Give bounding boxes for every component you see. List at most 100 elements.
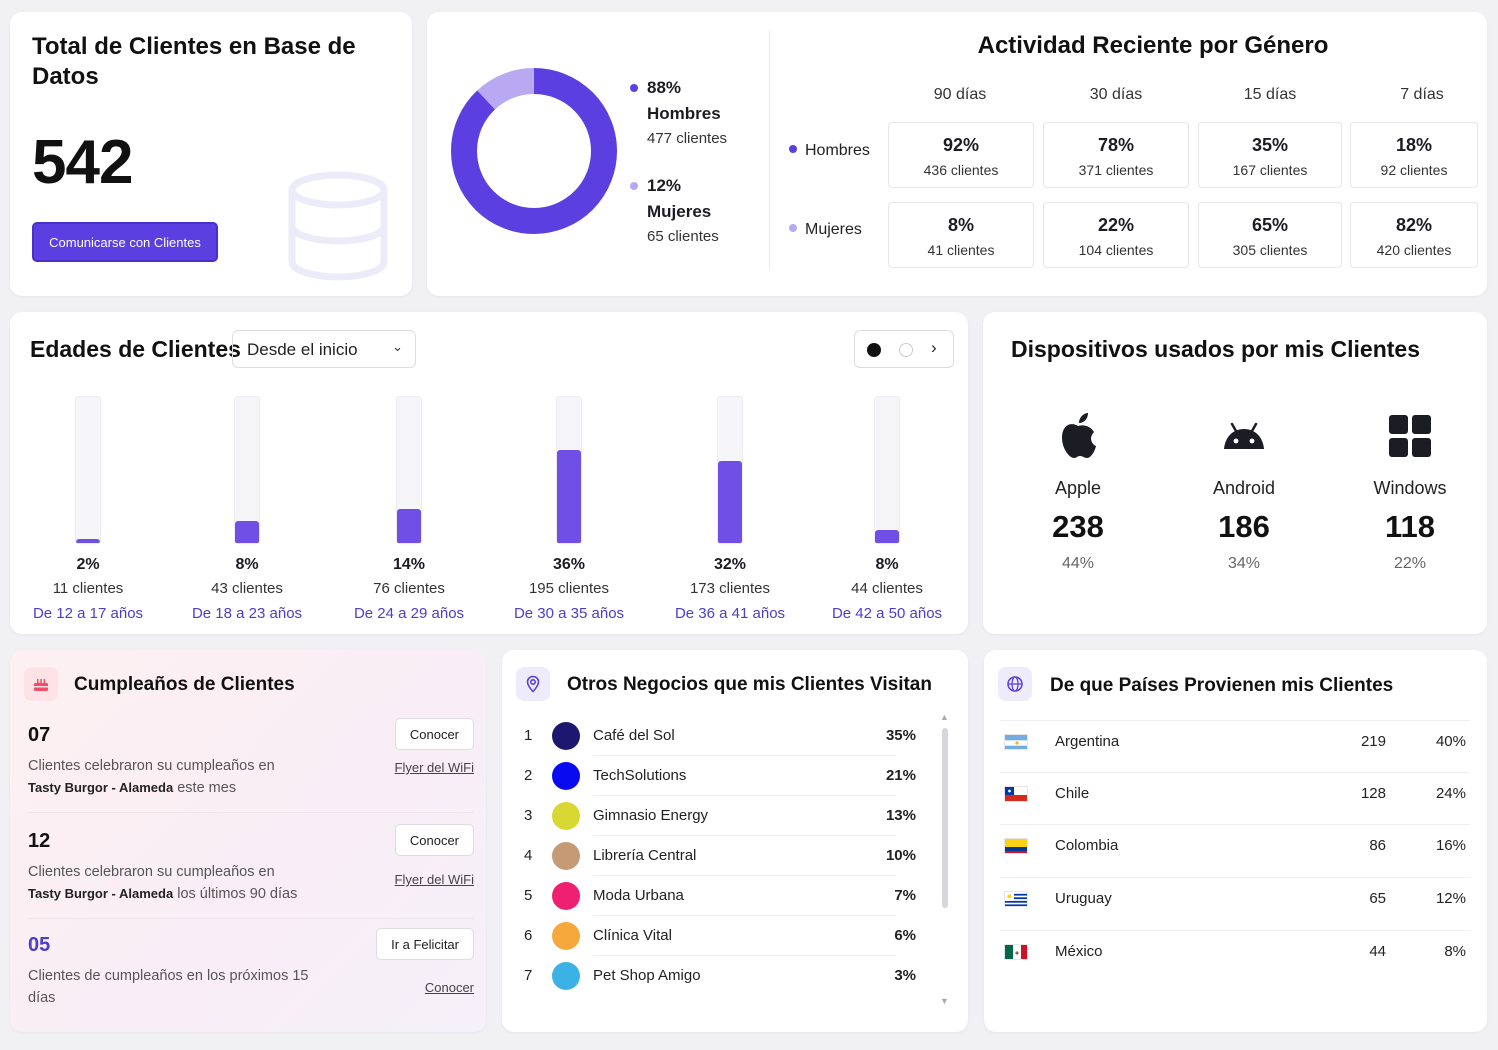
age-bar-fill bbox=[557, 449, 581, 543]
activity-cell-clients: 92 clientes bbox=[1380, 162, 1448, 178]
country-row[interactable]: Chile 128 24% bbox=[1000, 772, 1470, 824]
conocer-button[interactable]: Conocer bbox=[394, 824, 474, 856]
business-pct: 21% bbox=[885, 767, 916, 784]
age-pct: 14% bbox=[392, 556, 426, 573]
birthdays-card: Cumpleaños de Clientes 07 Clientes celeb… bbox=[10, 650, 486, 1032]
activity-title: Actividad Reciente por Género bbox=[977, 32, 1329, 59]
devices-title: Dispositivos usados por mis Clientes bbox=[1011, 336, 1420, 362]
legend-hombres: 88% Hombres 477 clientes bbox=[630, 78, 727, 147]
activity-cell-mujeres-15: 65% 305 clientes bbox=[1198, 202, 1342, 268]
period-30: 30 días bbox=[1089, 86, 1143, 103]
age-bar-track bbox=[874, 396, 900, 544]
ages-title: Edades de Clientes bbox=[30, 336, 241, 362]
flyer-wifi-link[interactable]: Flyer del WiFi bbox=[394, 760, 474, 775]
age-bar-track bbox=[396, 396, 422, 544]
conocer-link[interactable]: Conocer bbox=[424, 980, 474, 995]
activity-cell-pct: 22% bbox=[1097, 215, 1135, 235]
activity-cell-pct: 8% bbox=[947, 215, 974, 235]
country-row[interactable]: Argentina 219 40% bbox=[1000, 720, 1470, 772]
total-clients-count: 542 bbox=[32, 128, 133, 197]
business-row[interactable]: 3 Gimnasio Energy 13% bbox=[522, 796, 916, 836]
scroll-up-icon[interactable]: ▲ bbox=[940, 712, 949, 722]
conocer-button[interactable]: Conocer bbox=[394, 718, 474, 750]
country-name: México bbox=[1055, 943, 1103, 960]
business-rank: 5 bbox=[524, 887, 533, 904]
activity-cell-clients: 41 clientes bbox=[927, 242, 995, 258]
age-group-42-50: 8% 44 clientes De 42 a 50 años bbox=[812, 396, 962, 622]
age-range[interactable]: De 36 a 41 años bbox=[674, 605, 786, 622]
contact-clients-button[interactable]: Comunicarse con Clientes bbox=[32, 222, 218, 262]
database-icon bbox=[288, 171, 388, 281]
legend-name-hombres: Hombres bbox=[647, 104, 721, 123]
country-row[interactable]: México 44 8% bbox=[1000, 930, 1470, 982]
business-pct: 13% bbox=[885, 807, 916, 824]
activity-cell-clients: 104 clientes bbox=[1078, 242, 1154, 258]
country-pct: 16% bbox=[1435, 837, 1466, 854]
age-group-18-23: 8% 43 clientes De 18 a 23 años bbox=[172, 396, 322, 622]
scroll-down-icon[interactable]: ▼ bbox=[940, 996, 949, 1006]
business-row[interactable]: 2 TechSolutions 21% bbox=[522, 756, 916, 796]
pager-dot[interactable] bbox=[899, 343, 913, 357]
age-clients: 76 clientes bbox=[373, 580, 445, 597]
birthday-description: Clientes celebraron su cumpleaños en Tas… bbox=[28, 861, 328, 905]
divider bbox=[1000, 930, 1470, 931]
legend-mujeres: 12% Mujeres 65 clientes bbox=[630, 176, 719, 245]
countries-card: De que Países Provienen mis Clientes Arg… bbox=[984, 650, 1487, 1032]
felicitar-button[interactable]: Ir a Felicitar bbox=[376, 928, 474, 960]
flyer-wifi-link[interactable]: Flyer del WiFi bbox=[394, 872, 474, 887]
age-range[interactable]: De 12 a 17 años bbox=[32, 605, 144, 622]
legend-dot-mujeres bbox=[630, 182, 638, 190]
age-clients: 173 clientes bbox=[689, 580, 771, 597]
age-range[interactable]: De 24 a 29 años bbox=[353, 605, 465, 622]
divider bbox=[593, 915, 896, 916]
country-row[interactable]: Uruguay 65 12% bbox=[1000, 877, 1470, 929]
business-name: Moda Urbana bbox=[593, 887, 684, 904]
date-range-select[interactable]: Desde el inicio ⌄ bbox=[232, 330, 416, 368]
business-row[interactable]: 5 Moda Urbana 7% bbox=[522, 876, 916, 916]
business-name: Gimnasio Energy bbox=[593, 807, 709, 824]
country-pct: 40% bbox=[1435, 733, 1466, 750]
legend-dot-hombres bbox=[630, 84, 638, 92]
birthdays-title: Cumpleaños de Clientes bbox=[74, 674, 295, 695]
scrollbar-thumb[interactable] bbox=[942, 728, 948, 908]
country-value: 86 bbox=[1369, 837, 1386, 854]
activity-cell-mujeres-90: 8% 41 clientes bbox=[888, 202, 1034, 268]
device-windows: Windows 118 22% bbox=[1335, 410, 1485, 573]
period-7: 7 días bbox=[1400, 86, 1444, 103]
business-row[interactable]: 4 Librería Central 10% bbox=[522, 836, 916, 876]
business-color-dot bbox=[552, 962, 580, 990]
age-range[interactable]: De 18 a 23 años bbox=[191, 605, 303, 622]
activity-cell-pct: 78% bbox=[1097, 135, 1135, 155]
business-row[interactable]: 6 Clínica Vital 6% bbox=[522, 916, 916, 956]
device-pct: 22% bbox=[1393, 555, 1427, 572]
birthday-description: Clientes de cumpleaños en los próximos 1… bbox=[28, 968, 309, 1006]
divider bbox=[769, 30, 770, 270]
device-count: 186 bbox=[1218, 509, 1270, 544]
country-name: Argentina bbox=[1055, 733, 1120, 750]
businesses-title: Otros Negocios que mis Clientes Visitan bbox=[567, 674, 932, 695]
android-icon bbox=[1224, 422, 1264, 449]
activity-cell-pct: 65% bbox=[1251, 215, 1289, 235]
business-row[interactable]: 1 Café del Sol 35% bbox=[522, 716, 916, 756]
business-row[interactable]: 7 Pet Shop Amigo 3% bbox=[522, 956, 916, 996]
age-range[interactable]: De 30 a 35 años bbox=[513, 605, 625, 622]
age-clients: 44 clientes bbox=[851, 580, 923, 597]
divider bbox=[593, 875, 896, 876]
age-bar-fill bbox=[397, 509, 421, 543]
age-pct: 2% bbox=[76, 556, 100, 573]
location-pin-icon bbox=[516, 667, 550, 701]
birthday-text: Clientes celebraron su cumpleaños en bbox=[28, 758, 275, 774]
birthday-place: Tasty Burgor - Alameda bbox=[28, 886, 174, 901]
chevron-right-icon[interactable]: › bbox=[931, 338, 937, 357]
age-bar-fill bbox=[76, 538, 100, 543]
divider bbox=[1000, 772, 1470, 773]
birthday-text: Clientes celebraron su cumpleaños en bbox=[28, 864, 275, 880]
age-range[interactable]: De 42 a 50 años bbox=[831, 605, 943, 622]
country-row[interactable]: Colombia 86 16% bbox=[1000, 824, 1470, 876]
business-color-dot bbox=[552, 922, 580, 950]
age-group-12-17: 2% 11 clientes De 12 a 17 años bbox=[13, 396, 163, 622]
age-pct: 32% bbox=[713, 556, 747, 573]
age-clients: 195 clientes bbox=[528, 580, 610, 597]
pager-dot-active[interactable] bbox=[867, 343, 881, 357]
period-15: 15 días bbox=[1243, 86, 1297, 103]
